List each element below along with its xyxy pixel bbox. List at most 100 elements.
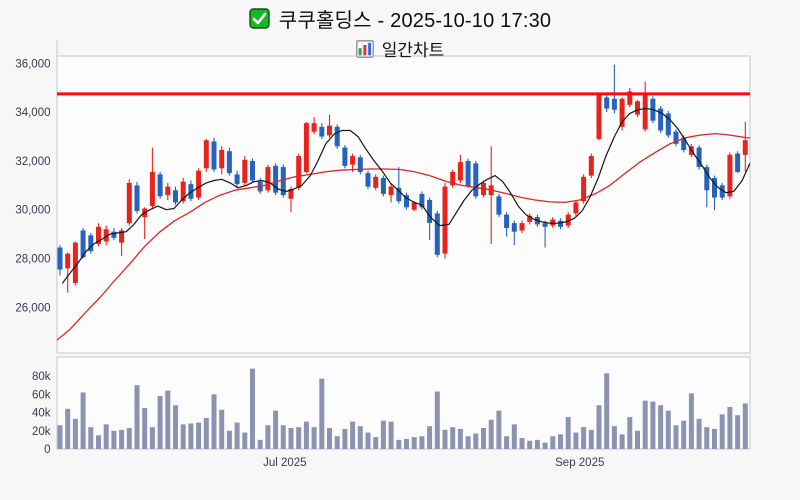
candle-down[interactable] (419, 193, 425, 208)
candle-down[interactable] (511, 223, 517, 232)
volume-bar[interactable] (534, 439, 540, 449)
volume-bar[interactable] (126, 428, 132, 449)
volume-bar[interactable] (688, 393, 694, 449)
candle-down[interactable] (157, 174, 163, 197)
candle-down[interactable] (704, 167, 710, 191)
candle-up[interactable] (119, 230, 125, 243)
volume-bar[interactable] (257, 439, 263, 449)
candle-up[interactable] (642, 92, 648, 130)
candle-down[interactable] (211, 141, 217, 170)
candle-up[interactable] (103, 229, 109, 242)
candle-down[interactable] (273, 165, 279, 193)
volume-bar[interactable] (665, 410, 671, 449)
volume-bar[interactable] (134, 385, 140, 449)
volume-bar[interactable] (119, 429, 125, 449)
candle-down[interactable] (226, 151, 232, 174)
candle-down[interactable] (342, 147, 348, 166)
candle-down[interactable] (396, 187, 402, 202)
volume-bar[interactable] (496, 410, 502, 449)
candle-up[interactable] (311, 123, 317, 132)
candle-down[interactable] (696, 147, 702, 168)
volume-bar[interactable] (519, 438, 525, 449)
volume-bar[interactable] (481, 428, 486, 449)
candle-up[interactable] (219, 149, 225, 169)
candle-down[interactable] (542, 223, 548, 227)
candle-down[interactable] (681, 137, 687, 150)
volume-bar[interactable] (380, 420, 386, 449)
volume-bar[interactable] (88, 427, 94, 449)
candle-down[interactable] (188, 184, 194, 199)
volume-bar[interactable] (311, 427, 317, 449)
volume-bar[interactable] (527, 440, 533, 449)
candle-up[interactable] (373, 176, 379, 188)
volume-bar[interactable] (242, 432, 248, 449)
volume-bar[interactable] (735, 415, 741, 449)
volume-bar[interactable] (157, 396, 163, 449)
volume-bar[interactable] (65, 408, 71, 449)
volume-bar[interactable] (404, 438, 409, 449)
candle-down[interactable] (473, 163, 479, 197)
candle-down[interactable] (365, 173, 371, 187)
volume-bar[interactable] (373, 437, 379, 449)
volume-bar[interactable] (250, 368, 255, 449)
candle-up[interactable] (442, 186, 448, 254)
candle-up[interactable] (457, 162, 463, 181)
volume-bar[interactable] (650, 401, 656, 449)
candle-down[interactable] (735, 153, 741, 172)
candle-down[interactable] (712, 178, 717, 198)
volume-bar[interactable] (558, 434, 563, 449)
volume-bar[interactable] (72, 418, 78, 449)
volume-bar[interactable] (196, 422, 202, 449)
volume-bar[interactable] (658, 405, 664, 449)
volume-bar[interactable] (542, 442, 548, 449)
volume-bar[interactable] (296, 427, 302, 449)
volume-bar[interactable] (219, 409, 225, 449)
volume-bar[interactable] (427, 426, 433, 449)
volume-bar[interactable] (342, 428, 348, 449)
candle-down[interactable] (111, 231, 117, 238)
volume-bar[interactable] (149, 427, 155, 449)
volume-bar[interactable] (288, 428, 294, 449)
candle-up[interactable] (588, 156, 594, 176)
candle-down[interactable] (673, 131, 679, 144)
volume-bar[interactable] (627, 417, 633, 449)
candle-up[interactable] (635, 101, 640, 115)
volume-bar[interactable] (696, 418, 702, 449)
volume-bar[interactable] (173, 405, 178, 449)
volume-bar[interactable] (57, 425, 63, 449)
volume-bar[interactable] (165, 390, 171, 449)
volume-bar[interactable] (273, 410, 279, 449)
candle-down[interactable] (496, 196, 502, 215)
volume-bar[interactable] (111, 430, 117, 449)
candle-down[interactable] (658, 108, 664, 131)
candle-up[interactable] (450, 171, 456, 186)
volume-bar[interactable] (611, 426, 617, 449)
volume-bar[interactable] (742, 403, 748, 449)
volume-bar[interactable] (211, 394, 217, 449)
volume-bar[interactable] (103, 424, 109, 449)
candle-up[interactable] (627, 91, 633, 105)
volume-bar[interactable] (619, 434, 625, 449)
candle-up[interactable] (388, 186, 394, 196)
candle-up[interactable] (303, 123, 309, 172)
candle-up[interactable] (411, 202, 417, 210)
candle-down[interactable] (88, 235, 94, 252)
candle-up[interactable] (550, 219, 556, 226)
volume-bar[interactable] (457, 428, 463, 449)
volume-bar[interactable] (719, 414, 725, 449)
volume-bar[interactable] (465, 436, 471, 449)
volume-bar[interactable] (635, 430, 640, 449)
candle-down[interactable] (280, 167, 286, 196)
volume-bar[interactable] (234, 422, 240, 449)
candle-up[interactable] (327, 125, 332, 136)
volume-bar[interactable] (303, 421, 309, 449)
candle-up[interactable] (203, 140, 209, 169)
candle-up[interactable] (350, 156, 356, 165)
volume-bar[interactable] (588, 429, 594, 449)
candle-up[interactable] (180, 181, 186, 202)
candle-down[interactable] (319, 126, 325, 137)
volume-bar[interactable] (596, 405, 602, 449)
volume-bar[interactable] (681, 420, 687, 449)
candle-up[interactable] (519, 223, 525, 231)
